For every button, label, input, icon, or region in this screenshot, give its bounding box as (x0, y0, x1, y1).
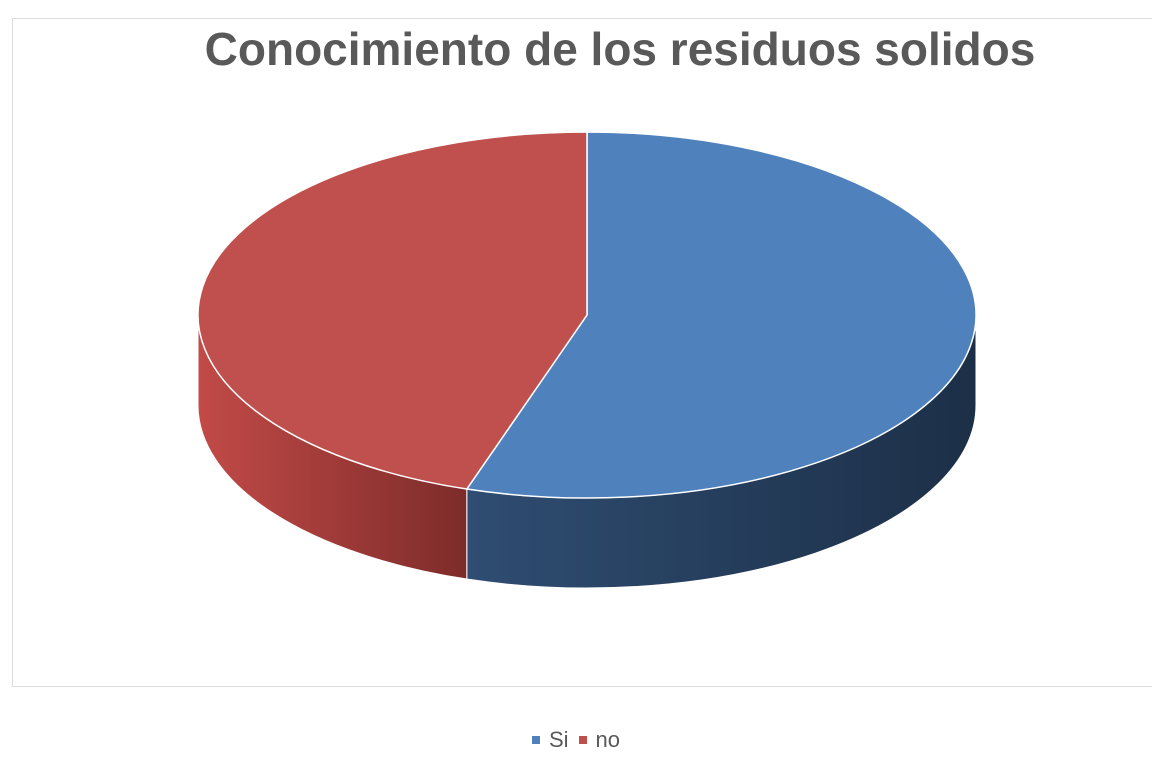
legend: Si no (0, 727, 1152, 753)
legend-label-si: Si (548, 727, 569, 752)
legend-label-no: no (595, 727, 621, 752)
chart-title: Conocimiento de los residuos solidos (204, 23, 1036, 75)
legend-item-si: Si (531, 727, 569, 753)
legend-item-no: no (578, 727, 621, 753)
pie-slice-si (466, 131, 977, 499)
legend-swatch-no (578, 736, 587, 744)
legend-swatch-si (531, 736, 540, 744)
pie-slice-no (197, 131, 588, 490)
